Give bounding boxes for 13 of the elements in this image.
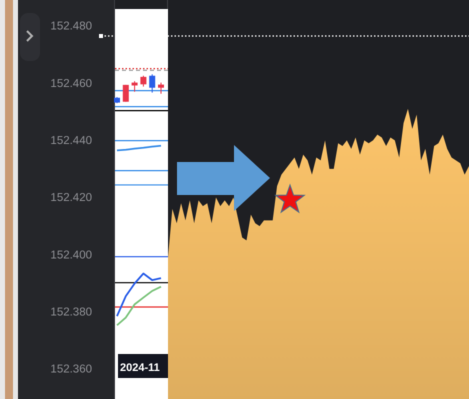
annotation: 2024-11 bbox=[120, 362, 160, 374]
candlestick bbox=[149, 74, 156, 94]
candlestick bbox=[158, 82, 164, 94]
y-tick-label: 152.480 bbox=[50, 20, 92, 33]
candlestick bbox=[122, 84, 129, 102]
y-tick-label: 152.380 bbox=[50, 306, 92, 319]
candlestick bbox=[140, 75, 146, 88]
y-tick-label: 152.400 bbox=[50, 249, 92, 262]
candlestick bbox=[132, 80, 138, 92]
y-tick-label: 152.360 bbox=[50, 364, 92, 376]
y-tick-label: 152.460 bbox=[50, 78, 92, 90]
y-tick-label: 152.420 bbox=[50, 192, 92, 204]
y-tick-label: 152.440 bbox=[50, 135, 92, 148]
